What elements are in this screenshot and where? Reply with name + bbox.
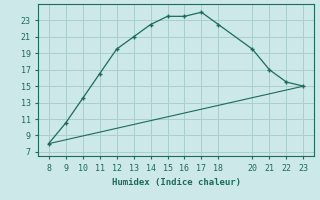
X-axis label: Humidex (Indice chaleur): Humidex (Indice chaleur) (111, 178, 241, 187)
